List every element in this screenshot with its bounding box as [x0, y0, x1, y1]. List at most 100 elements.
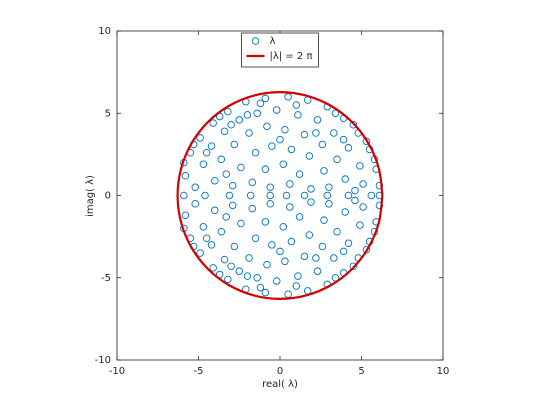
data-point [318, 242, 327, 251]
data-point [263, 122, 271, 131]
data-point [320, 167, 328, 175]
data-point [344, 191, 353, 200]
data-point [253, 109, 261, 117]
data-point [224, 275, 232, 284]
legend-box [241, 32, 319, 68]
y-tick-label: 10 [98, 26, 111, 37]
data-point [313, 267, 322, 275]
data-point [261, 288, 270, 297]
data-point [207, 241, 216, 249]
data-point [207, 142, 216, 150]
data-point [333, 155, 341, 164]
data-point [307, 185, 315, 193]
data-point [230, 242, 239, 251]
data-point [243, 272, 252, 280]
x-tick-label: 5 [358, 366, 364, 377]
data-point [281, 257, 289, 266]
data-point [202, 148, 211, 157]
data-point [325, 183, 333, 192]
data-point [312, 129, 320, 137]
data-point [305, 152, 314, 160]
data-point [320, 216, 328, 224]
data-point [243, 111, 252, 119]
data-point [191, 183, 199, 192]
data-point [367, 191, 376, 200]
data-point [201, 191, 209, 200]
data-point [224, 107, 232, 116]
data-point [349, 262, 358, 270]
data-point [287, 237, 296, 246]
data-point [266, 183, 274, 192]
y-tick-label: -10 [95, 355, 111, 366]
data-point [199, 160, 208, 168]
data-point [323, 191, 332, 200]
data-point [235, 116, 243, 124]
data-point [286, 180, 294, 188]
data-point [272, 106, 281, 114]
x-axis-label: real( λ) [262, 379, 298, 390]
data-point [330, 254, 338, 262]
data-point [272, 277, 281, 285]
data-point [339, 247, 348, 256]
data-point [295, 170, 304, 178]
data-point [209, 264, 217, 272]
data-point [295, 213, 304, 221]
data-point [196, 249, 204, 257]
data-point [279, 223, 288, 231]
data-point [227, 121, 235, 129]
data-point [359, 203, 367, 211]
x-tick-label: -10 [109, 366, 125, 377]
data-point [362, 137, 371, 145]
data-point [287, 145, 296, 154]
data-point [330, 129, 338, 137]
legend: λ |λ| = 2 π [241, 32, 319, 68]
data-point [331, 274, 340, 282]
data-point [209, 119, 217, 127]
data-point [211, 206, 219, 215]
data-point [251, 234, 260, 243]
data-point [359, 180, 367, 188]
data-point [228, 201, 237, 210]
data-point [199, 223, 208, 231]
data-point [237, 219, 245, 228]
data-point [235, 267, 243, 275]
data-point [356, 162, 364, 170]
plot-area [176, 91, 384, 300]
data-point [375, 201, 384, 210]
data-point [300, 252, 309, 261]
data-point [246, 191, 255, 200]
y-tick-label: -5 [101, 273, 111, 284]
data-point [217, 155, 226, 164]
data-point [266, 191, 274, 200]
data-point [196, 134, 204, 142]
data-point [300, 191, 309, 200]
data-point [276, 247, 284, 256]
data-point [294, 111, 302, 119]
data-point [230, 140, 239, 149]
data-point [228, 181, 237, 190]
data-point [344, 144, 353, 152]
data-point [333, 227, 341, 236]
data-point [292, 101, 301, 109]
y-axis-label: imag( λ) [85, 175, 96, 217]
data-point [362, 246, 371, 254]
data-point [313, 116, 322, 124]
data-point [281, 125, 289, 134]
data-point [341, 175, 349, 183]
legend-marker [251, 37, 260, 45]
data-point [339, 135, 348, 144]
data-point [202, 234, 211, 243]
data-point [279, 160, 288, 168]
data-point [305, 231, 314, 239]
data-point [344, 239, 353, 247]
data-point [225, 191, 234, 200]
data-point [318, 140, 327, 149]
data-point [307, 198, 315, 206]
data-point [211, 176, 219, 185]
data-point [263, 260, 271, 269]
data-point [261, 218, 270, 226]
data-point [312, 254, 320, 262]
data-point [256, 283, 265, 292]
